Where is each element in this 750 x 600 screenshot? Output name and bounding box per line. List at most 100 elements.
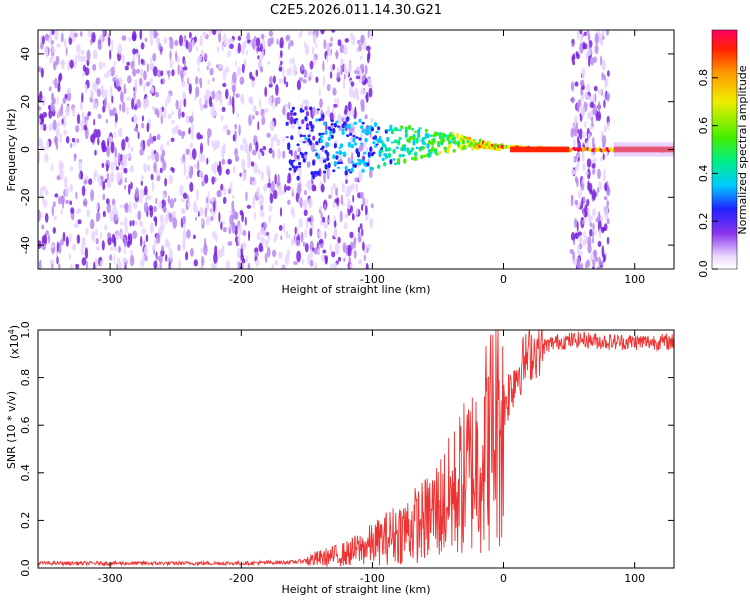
spectrogram-noise-blob [109,86,113,98]
spectrogram-noise-blob [327,48,332,57]
spectrogram-tone-blob [412,139,416,146]
spectrogram-noise-blob [208,96,213,107]
spectrogram-noise-blob [71,243,77,251]
spectrogram-tone-blob [294,166,299,169]
spectrogram-band-blob [597,89,603,95]
spectrogram-noise-blob [69,184,73,193]
spectrogram-band-blob [581,105,585,118]
spectrogram-noise-blob [211,176,215,185]
spectrogram-tone-blob [332,127,336,134]
spectrogram-noise-blob [234,147,239,157]
colorbar: 0.0 0.2 0.4 0.6 0.8 Normalized spectral ampl… [697,29,749,278]
spectrogram-tone-blob [339,161,344,164]
spectrogram-noise-blob [274,97,278,107]
spectrogram-noise-blob [334,97,337,104]
spectrogram-noise-blob [61,103,63,111]
spectrogram-noise-blob [65,136,70,144]
spectrogram-noise-blob [39,124,44,131]
spectrogram-noise-blob [110,141,115,154]
spectrogram-noise-blob [322,216,326,223]
spectrogram-noise-blob [354,87,359,98]
spectrogram-noise-blob [225,88,229,100]
spectrogram-noise-blob [185,114,190,125]
spectrogram-noise-blob [109,171,115,183]
spectrogram-noise-blob [118,127,123,138]
spectrogram-noise-blob [302,241,306,248]
spectrogram-band-blob [603,196,608,201]
spectrogram-noise-blob [69,165,74,172]
spectrogram-noise-blob [83,124,88,131]
spectrogram-band-blob [592,236,595,244]
spectrogram-noise-blob [319,98,323,109]
spectrogram-noise-blob [282,66,285,77]
spectrogram-band-blob [584,121,587,128]
spectrogram-noise-blob [173,125,179,135]
spectrogram-noise-blob [109,246,114,251]
spectrogram-noise-blob [257,151,261,160]
spectrogram-band-blob [605,151,609,157]
spectrogram-tone-blob [313,170,317,174]
spectrogram-noise-blob [113,213,118,225]
spectrogram-noise-blob [255,110,259,116]
spectrogram-noise-blob [102,210,106,218]
spectrogram-tone-blob [403,158,407,164]
spectrogram-noise-blob [156,69,162,78]
spectrogram-band-blob [600,55,603,66]
spectrogram-noise-blob [207,191,210,203]
spectrogram-tone-blob [310,124,314,130]
spectrogram-noise-blob [141,228,146,236]
spectrogram-noise-blob [110,66,115,77]
spectrogram-tone-blob [417,135,421,139]
spectrogram-noise-blob [306,161,311,168]
spectrogram-noise-blob [172,217,178,229]
spectrogram-noise-blob [268,205,273,212]
spectrogram-noise-blob [276,138,281,147]
spectrogram-noise-blob [355,95,360,101]
spectrogram-noise-blob [297,147,302,153]
spectrogram-noise-blob [239,76,245,85]
spectrogram-noise-blob [251,149,257,156]
spectrogram-band-blob [582,177,585,185]
spectrogram-tone-blob [301,109,305,113]
spectrogram-noise-blob [349,263,353,269]
spectrogram-tone-blob [410,147,415,152]
spectrogram-tone-blob [373,135,378,140]
spectrogram-noise-blob [353,238,356,249]
spectrogram-noise-blob [102,30,106,36]
spectrogram-noise-blob [124,177,127,184]
spectrogram-noise-blob [201,256,205,267]
spectrogram-tone-blob [355,162,359,166]
spectrogram-noise-blob [185,251,189,261]
spectrogram-noise-blob [344,109,347,115]
spectrogram-noise-blob [38,94,43,103]
spectrogram-tone-blob [377,164,381,169]
spectrogram-tone-blob [360,125,364,130]
spectrogram-noise-blob [320,30,325,35]
spectrogram-noise-blob [340,64,343,70]
spectrogram-noise-blob [269,192,274,204]
spectrogram-noise-blob [365,147,369,155]
spectrogram-tone-blob [404,132,408,139]
spectrogram-noise-blob [291,187,294,193]
spectrogram-noise-blob [193,200,197,213]
spectrogram-band-blob [594,32,599,45]
spectrogram-noise-blob [129,220,132,227]
spectrogram-band-blob [569,248,574,255]
spectrogram-noise-blob [325,256,328,262]
spectrogram-y-axis-label: Frequency (Hz) [5,109,18,192]
spectrogram-tone-blob [329,130,333,135]
spectrogram-noise-blob [232,86,235,98]
spectrogram-noise-blob [120,91,124,103]
spectrogram-noise-blob [127,233,130,245]
spectrogram-noise-blob [185,39,189,50]
spectrogram-tone-blob [296,175,300,181]
spectrogram-noise-blob [324,231,327,239]
spectrogram-noise-blob [237,234,241,246]
spectrogram-tone-blob [324,163,328,170]
spectrogram-noise-blob [304,229,307,238]
spectrogram-noise-blob [344,222,348,230]
spectrogram-noise-blob [234,60,237,67]
spectrogram-noise-blob [181,131,185,140]
spectrogram-noise-blob [332,200,336,209]
spectrogram-tone-blob [287,178,291,184]
